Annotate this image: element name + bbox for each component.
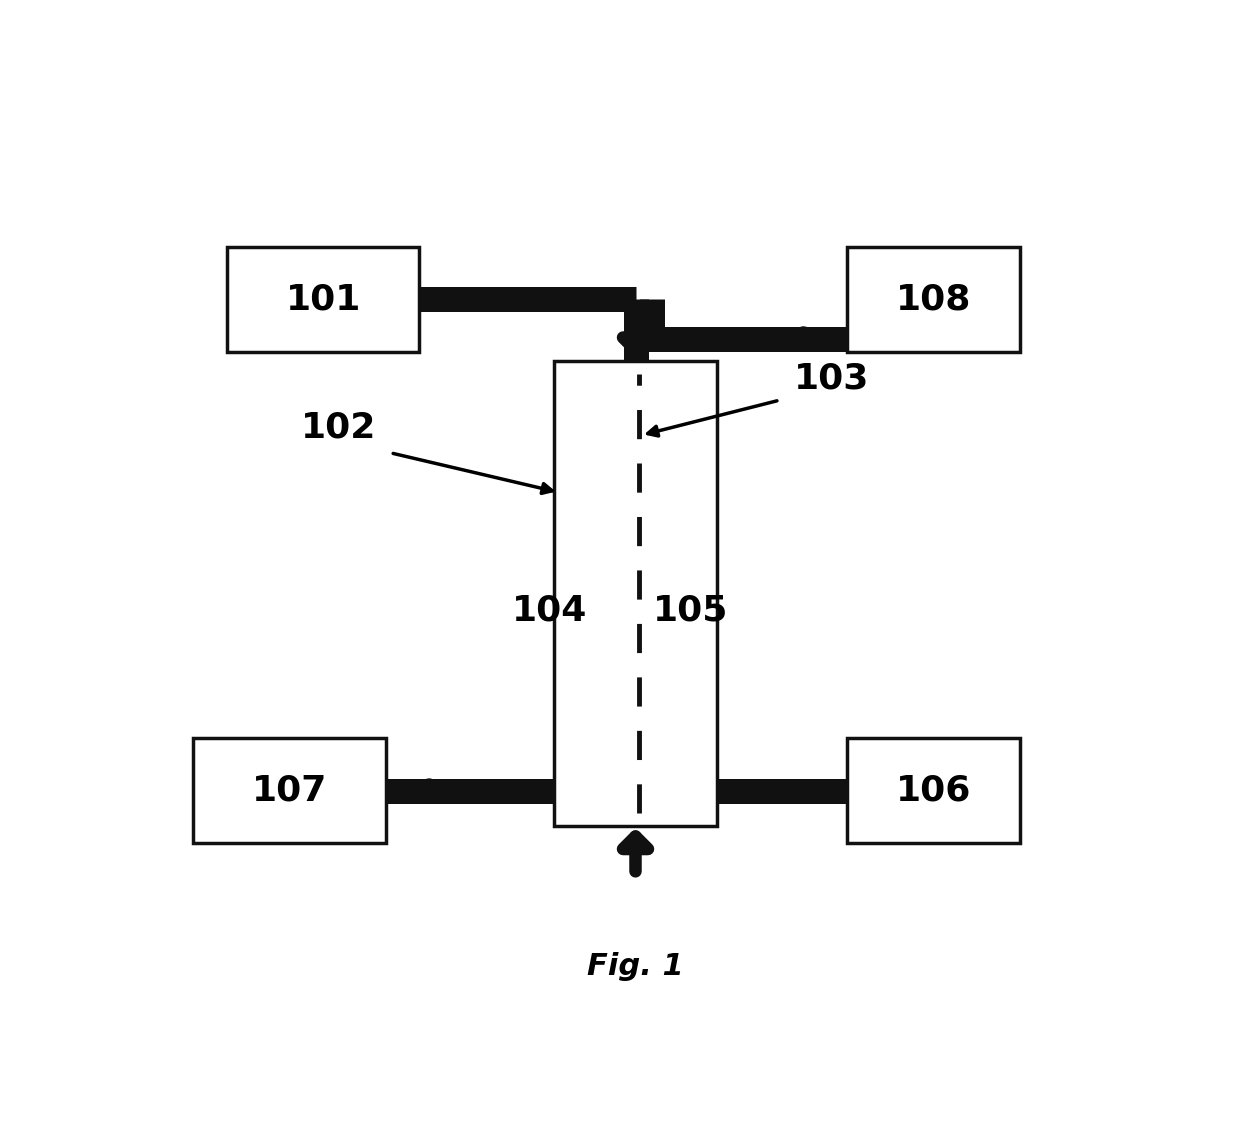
Text: 106: 106 [895, 774, 971, 808]
Text: 105: 105 [652, 594, 728, 628]
Bar [554, 360, 717, 825]
Text: Fig. 1: Fig. 1 [587, 952, 684, 980]
Text: 104: 104 [512, 594, 588, 628]
Text: 103: 103 [794, 361, 869, 396]
Bar [847, 246, 1021, 352]
Bar [847, 738, 1021, 844]
Bar [193, 738, 386, 844]
Text: 102: 102 [300, 410, 376, 443]
Text: 107: 107 [252, 774, 327, 808]
Bar [227, 246, 419, 352]
Text: 108: 108 [895, 283, 971, 316]
Text: 101: 101 [285, 283, 361, 316]
